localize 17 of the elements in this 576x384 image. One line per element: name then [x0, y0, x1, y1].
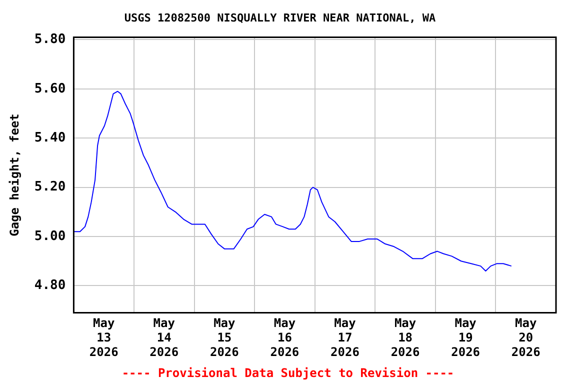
x-tick-label: May 13 2026 — [89, 316, 118, 359]
y-tick-label: 5.40 — [34, 130, 66, 146]
y-tick-label: 4.80 — [34, 278, 66, 294]
y-tick-label: 5.80 — [34, 32, 66, 48]
x-tick-label: May 20 2026 — [511, 316, 540, 359]
y-tick-label: 5.60 — [34, 81, 66, 96]
x-tick-label: May 15 2026 — [210, 316, 239, 359]
x-tick-label: May 18 2026 — [390, 316, 420, 359]
chart-title: USGS 12082500 NISQUALLY RIVER NEAR NATIONAL, WA — [124, 11, 436, 24]
y-axis-title: Gage height, feet — [7, 114, 22, 236]
y-tick-label: 5.00 — [34, 228, 66, 244]
x-tick-label: May 14 2026 — [150, 316, 179, 359]
x-tick-label: May 17 2026 — [330, 316, 360, 359]
text: ---- Provisional Data Subject to Revision ---- — [120, 366, 456, 380]
x-tick-label: May 19 2026 — [451, 316, 480, 359]
y-tick-label: 5.20 — [34, 180, 66, 195]
x-tick-label: May 16 2026 — [270, 316, 300, 359]
